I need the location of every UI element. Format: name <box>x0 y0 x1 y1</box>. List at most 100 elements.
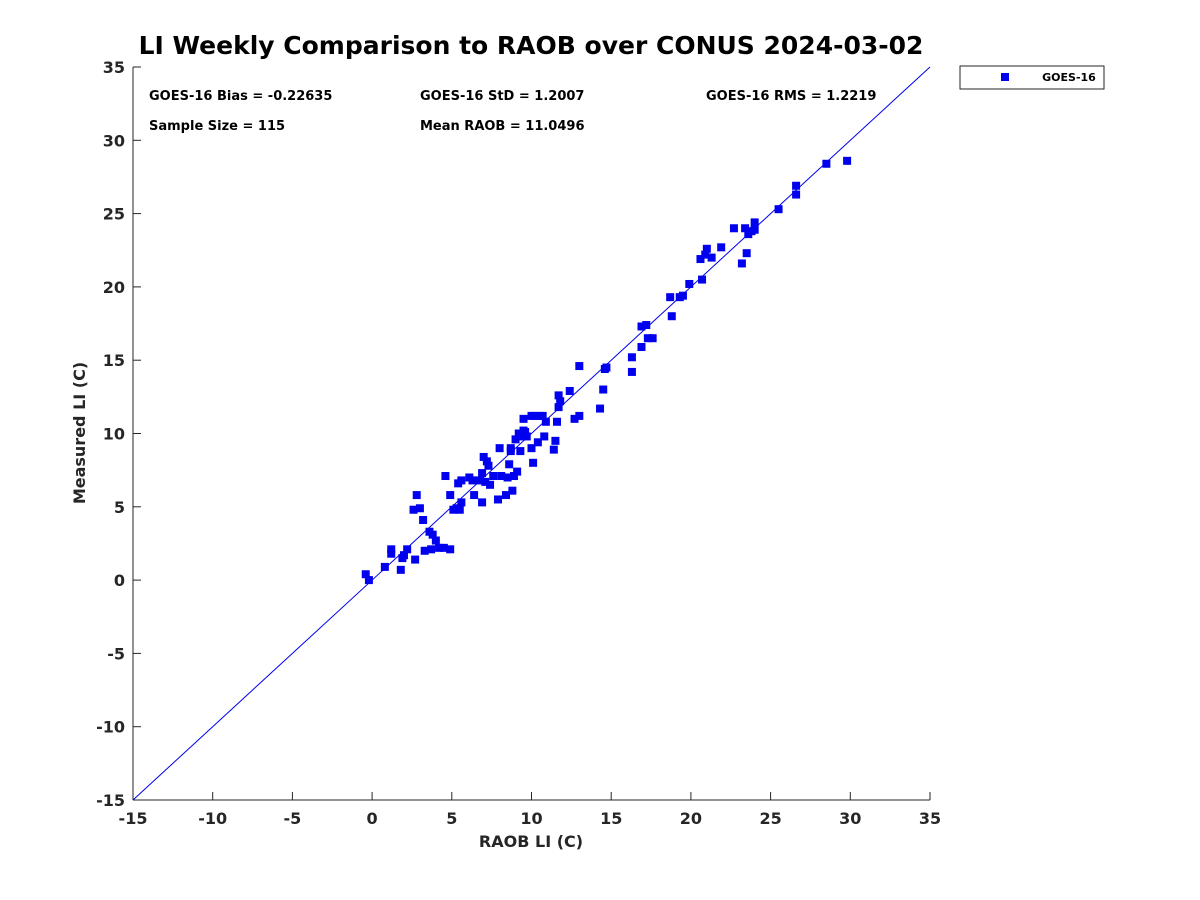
data-point <box>387 549 396 558</box>
data-point <box>474 476 483 485</box>
x-tick-label: 10 <box>520 809 542 828</box>
data-point <box>380 562 389 571</box>
x-tick-label: -5 <box>284 809 302 828</box>
data-point <box>441 472 450 481</box>
data-point <box>396 565 405 574</box>
x-tick-label: 35 <box>919 809 941 828</box>
stat-sample-size: Sample Size = 115 <box>149 119 285 134</box>
data-point <box>506 444 515 453</box>
data-point <box>428 530 437 539</box>
data-point <box>702 244 711 253</box>
x-axis-label: RAOB LI (C) <box>479 832 583 851</box>
data-point <box>538 411 547 420</box>
data-point <box>529 458 538 467</box>
data-point <box>457 476 466 485</box>
data-point <box>403 545 412 554</box>
x-tick-label: 5 <box>446 809 457 828</box>
y-axis-ticks: -15 -10 -5 0 5 10 15 20 25 30 35 <box>96 58 141 810</box>
data-point <box>678 291 687 300</box>
data-point <box>513 467 522 476</box>
y-tick-label: 15 <box>103 351 125 370</box>
legend-box <box>959 65 1105 90</box>
data-point <box>737 259 746 268</box>
legend-entry-goes-16: GOES-16 <box>1042 71 1096 84</box>
data-point <box>792 190 801 199</box>
data-point <box>843 156 852 165</box>
data-point <box>519 414 528 423</box>
y-tick-label: -10 <box>96 718 125 737</box>
data-point <box>411 555 420 564</box>
data-point <box>530 411 539 420</box>
data-point <box>415 504 424 513</box>
x-tick-label: -10 <box>198 809 227 828</box>
data-point <box>565 386 574 395</box>
data-point <box>696 255 705 264</box>
data-point <box>478 469 487 478</box>
data-point <box>575 362 584 371</box>
data-point <box>470 491 479 500</box>
y-tick-label: 30 <box>103 131 125 150</box>
data-point <box>508 486 517 495</box>
data-point <box>431 536 440 545</box>
data-point <box>667 312 676 321</box>
data-point <box>497 472 506 481</box>
data-point <box>486 480 495 489</box>
data-point <box>554 391 563 400</box>
data-point <box>642 321 651 330</box>
data-point <box>457 498 466 507</box>
data-point <box>729 224 738 233</box>
data-point <box>792 181 801 190</box>
stat-mean-raob: Mean RAOB = 11.0496 <box>420 119 585 134</box>
stat-bias: GOES-16 Bias = -0.22635 <box>149 89 332 104</box>
data-point <box>481 477 490 486</box>
data-point <box>361 570 370 579</box>
data-point <box>412 491 421 500</box>
stats-annotations: GOES-16 Bias = -0.22635 GOES-16 StD = 1.… <box>149 89 876 134</box>
data-point <box>742 249 751 258</box>
data-point <box>540 432 549 441</box>
x-tick-label: 20 <box>680 809 702 828</box>
data-point <box>521 428 530 437</box>
data-point <box>435 543 444 552</box>
data-point <box>541 417 550 426</box>
data-point <box>522 432 531 441</box>
data-point <box>717 243 726 252</box>
data-point <box>446 491 455 500</box>
data-point <box>556 397 565 406</box>
data-point <box>494 495 503 504</box>
data-point <box>533 438 542 447</box>
y-axis-label: Measured LI (C) <box>70 362 89 504</box>
data-point <box>399 551 408 560</box>
data-point <box>637 322 646 331</box>
data-point <box>427 545 436 554</box>
chart-title: LI Weekly Comparison to RAOB over CONUS … <box>139 31 924 60</box>
data-point <box>596 404 605 413</box>
data-point <box>627 353 636 362</box>
data-point <box>637 343 646 352</box>
data-point <box>750 218 759 227</box>
data-point <box>551 436 560 445</box>
data-point <box>511 435 520 444</box>
data-point <box>455 505 464 514</box>
data-point <box>484 461 493 470</box>
data-point <box>750 225 759 234</box>
data-point <box>468 476 477 485</box>
data-point <box>479 452 488 461</box>
legend-marker-square-icon <box>1001 73 1009 81</box>
data-point <box>553 417 562 426</box>
data-point <box>701 250 710 259</box>
data-point <box>554 403 563 412</box>
data-point <box>505 460 514 469</box>
data-point <box>643 334 652 343</box>
data-point <box>482 457 491 466</box>
data-point <box>509 472 518 481</box>
stat-std: GOES-16 StD = 1.2007 <box>420 89 584 104</box>
one-to-one-reference-line <box>132 66 931 801</box>
data-point <box>495 444 504 453</box>
data-point <box>501 491 510 500</box>
data-point <box>387 545 396 554</box>
data-point <box>685 279 694 288</box>
data-points <box>361 156 852 585</box>
data-point <box>364 576 373 585</box>
